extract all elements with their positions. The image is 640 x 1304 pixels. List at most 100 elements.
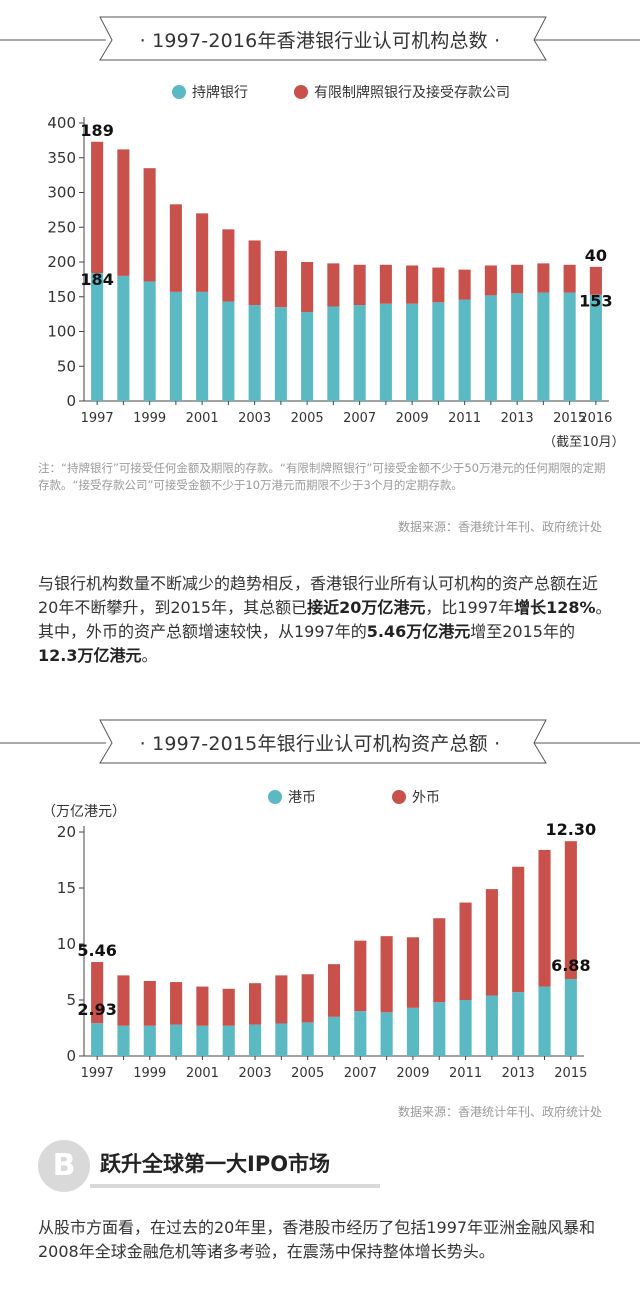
chart1-cutoff-note: （截至10月） xyxy=(543,435,625,450)
bar-hkd-2003 xyxy=(249,1024,262,1056)
assets-paragraph: 与银行机构数量不断减少的趋势相反，香港银行业所有认可机构的资产总额在近20年不断… xyxy=(38,572,613,668)
bar-hkd-2010 xyxy=(433,1002,446,1056)
bar-hkd-2011 xyxy=(459,1000,472,1056)
y-tick-label: 0 xyxy=(66,1047,76,1065)
legend-item-hkd: 港币 xyxy=(268,787,316,807)
bar-restricted-2008 xyxy=(379,264,392,304)
bar-licensed-2001 xyxy=(196,291,209,401)
x-tick-label-2009: 2009 xyxy=(396,1066,429,1081)
legend-item-restricted: 有限制牌照银行及接受存款公司 xyxy=(294,82,510,102)
bar-licensed-2008 xyxy=(379,303,392,401)
bar-foreign-2003 xyxy=(249,983,262,1025)
bar-restricted-2003 xyxy=(248,240,261,306)
legend-label-licensed: 持牌银行 xyxy=(192,85,248,101)
bar-licensed-2014 xyxy=(537,292,550,401)
bar-licensed-1997 xyxy=(91,273,104,401)
bar-restricted-2014 xyxy=(537,263,550,293)
chart2-title: · 1997-2015年银行业认可机构资产总额 · xyxy=(139,733,501,755)
bar-foreign-2015 xyxy=(564,841,577,979)
bar-foreign-2007 xyxy=(354,940,367,1012)
x-tick-label-2001: 2001 xyxy=(186,411,219,426)
y-tick-label: 0 xyxy=(66,392,76,410)
data-label-153: 153 xyxy=(579,292,612,311)
x-tick-label-2005: 2005 xyxy=(291,1066,324,1081)
x-tick-label-2015: 2015 xyxy=(554,1066,587,1081)
bar-foreign-2005 xyxy=(301,974,314,1023)
bar-restricted-2015 xyxy=(563,264,576,293)
bar-restricted-2000 xyxy=(169,204,182,292)
para1-text-2: ，比1997年 xyxy=(425,598,515,617)
bar-restricted-1999 xyxy=(143,168,156,282)
bar-restricted-2004 xyxy=(274,250,287,308)
y-tick-label: 350 xyxy=(47,149,76,167)
x-tick-label-2003: 2003 xyxy=(239,1066,272,1081)
y-tick-label: 100 xyxy=(47,323,76,341)
bar-hkd-1998 xyxy=(117,1025,130,1056)
bar-restricted-2016 xyxy=(589,266,602,295)
bar-foreign-1997 xyxy=(91,962,104,1024)
bar-hkd-2015 xyxy=(564,978,577,1056)
y-tick-label: 5 xyxy=(66,991,76,1009)
x-tick-label-2015: 2015 xyxy=(553,411,586,426)
bar-foreign-2010 xyxy=(433,918,446,1003)
chart2-total-assets: 0 5 10 15 20 1997 1999 2001 2003 2005 2007 2009 2011… xyxy=(42,804,597,1081)
banner-ribbon xyxy=(0,16,640,61)
x-tick-label-2016: 2016 xyxy=(579,411,612,426)
bar-foreign-1998 xyxy=(117,975,130,1026)
data-label-2.93: 2.93 xyxy=(77,1000,116,1019)
data-label-6.88: 6.88 xyxy=(551,956,590,975)
data-label-184: 184 xyxy=(80,270,113,289)
x-tick-label-2011: 2011 xyxy=(449,1066,482,1081)
data-label-5.46: 5.46 xyxy=(77,941,116,960)
chart1-title-banner: · 1997-2016年香港银行业认可机构总数 · xyxy=(0,14,640,62)
x-tick-label-2007: 2007 xyxy=(343,411,376,426)
legend-label-restricted: 有限制牌照银行及接受存款公司 xyxy=(314,85,510,101)
bar-foreign-2009 xyxy=(406,937,419,1008)
chart2-source: 数据来源：香港统计年刊、政府统计处 xyxy=(397,1105,602,1119)
banner-ribbon xyxy=(0,719,640,764)
legend-item-foreign: 外币 xyxy=(392,787,440,807)
y-tick-label: 20 xyxy=(57,823,76,841)
chart1-legend: 持牌银行 有限制牌照银行及接受存款公司 xyxy=(0,82,640,102)
bar-hkd-2000 xyxy=(170,1024,183,1056)
para1-bold-2: 增长128% xyxy=(514,598,596,617)
bar-hkd-2013 xyxy=(512,992,525,1056)
bar-licensed-2016 xyxy=(589,294,602,401)
bar-licensed-2011 xyxy=(458,299,471,401)
bar-hkd-1999 xyxy=(143,1025,156,1056)
data-label-12.30: 12.30 xyxy=(546,820,597,839)
data-label-40: 40 xyxy=(585,246,607,265)
bar-restricted-2006 xyxy=(327,263,340,307)
bar-licensed-2012 xyxy=(484,295,497,401)
data-label-189: 189 xyxy=(80,121,113,140)
bar-hkd-2005 xyxy=(301,1022,314,1056)
x-tick-label-1999: 1999 xyxy=(133,1066,166,1081)
section-b-underline xyxy=(90,1184,380,1188)
chart1-title: · 1997-2016年香港银行业认可机构总数 · xyxy=(139,30,501,52)
x-tick-label-2011: 2011 xyxy=(448,411,481,426)
legend-dot-licensed xyxy=(172,85,186,99)
section-b-badge: B xyxy=(38,1140,90,1192)
chart1-source: 数据来源：香港统计年刊、政府统计处 xyxy=(397,520,602,534)
x-tick-label-2005: 2005 xyxy=(291,411,324,426)
bar-hkd-1997 xyxy=(91,1023,104,1056)
stock-market-paragraph: 从股市方面看，在过去的20年里，香港股市经历了包括1997年亚洲金融风暴和200… xyxy=(38,1218,596,1261)
y-tick-label: 300 xyxy=(47,184,76,202)
bar-restricted-1998 xyxy=(117,149,130,276)
bar-foreign-2006 xyxy=(327,964,341,1017)
bar-licensed-2007 xyxy=(353,305,366,401)
bar-foreign-2001 xyxy=(196,986,209,1026)
x-tick-label-2003: 2003 xyxy=(238,411,271,426)
y-tick-label: 15 xyxy=(57,879,76,897)
para1-bold-1: 接近20万亿港元 xyxy=(307,598,426,617)
y-tick-label: 50 xyxy=(57,357,76,375)
bar-licensed-2015 xyxy=(563,292,576,401)
para1-text-1: 与银行机构数量不断减少的趋势相反，香港银行业所有认可机构的资产总额在近20年不断… xyxy=(38,574,599,617)
bar-restricted-2011 xyxy=(458,269,471,300)
bar-licensed-2005 xyxy=(301,312,314,401)
bar-licensed-2004 xyxy=(274,307,287,401)
y-tick-label: 200 xyxy=(47,253,76,271)
bar-foreign-2012 xyxy=(485,889,498,996)
bar-restricted-2012 xyxy=(484,265,497,296)
bar-hkd-2007 xyxy=(354,1011,367,1056)
